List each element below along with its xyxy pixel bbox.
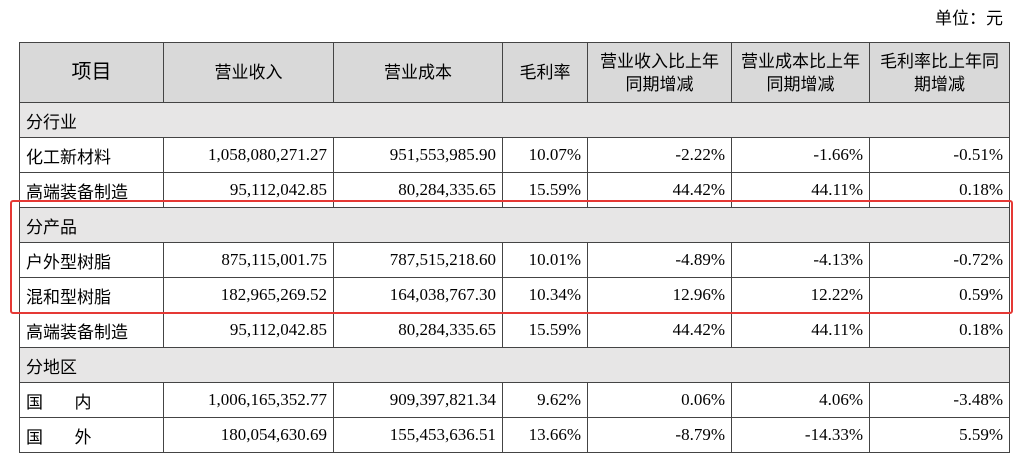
header-cell: 营业成本: [333, 42, 503, 103]
header-cell: 营业收入比上年同期增减: [587, 42, 732, 103]
value-cell: 1,058,080,271.27: [163, 137, 334, 173]
value-cell: 10.01%: [502, 242, 588, 278]
value-cell: 787,515,218.60: [333, 242, 503, 278]
header-cell: 毛利率: [502, 42, 588, 103]
header-row: 项目 营业收入 营业成本 毛利率 营业收入比上年同期增减 营业成本比上年同期增减 毛利率比上…: [19, 42, 1010, 103]
section-cell: 分地区: [19, 347, 1010, 383]
row-label: 化工新材料: [19, 137, 164, 173]
table-row: 混和型树脂 182,965,269.52 164,038,767.30 10.34% 1…: [19, 277, 1010, 313]
table-row: 化工新材料 1,058,080,271.27 951,553,985.90 10.07…: [19, 137, 1010, 173]
header-cell: 营业成本比上年同期增减: [731, 42, 870, 103]
row-label: 高端装备制造: [19, 172, 164, 208]
table-row: 高端装备制造 95,112,042.85 80,284,335.65 15.59% 44…: [19, 312, 1010, 348]
value-cell: 180,054,630.69: [163, 417, 334, 453]
value-cell: 5.59%: [869, 417, 1010, 453]
value-cell: 44.11%: [731, 172, 870, 208]
value-cell: 80,284,335.65: [333, 312, 503, 348]
value-cell: 164,038,767.30: [333, 277, 503, 313]
header-cell: 毛利率比上年同期增减: [869, 42, 1010, 103]
value-cell: 951,553,985.90: [333, 137, 503, 173]
table-row: 分产品: [19, 207, 1010, 243]
value-cell: 80,284,335.65: [333, 172, 503, 208]
value-cell: 10.34%: [502, 277, 588, 313]
unit-label: 单位：元: [935, 9, 1003, 28]
row-label: 高端装备制造: [19, 312, 164, 348]
table-body: 分行业 化工新材料 1,058,080,271.27 951,553,985.90 10…: [19, 102, 1010, 453]
value-cell: 182,965,269.52: [163, 277, 334, 313]
value-cell: 95,112,042.85: [163, 312, 334, 348]
value-cell: 1,006,165,352.77: [163, 382, 334, 418]
value-cell: 875,115,001.75: [163, 242, 334, 278]
section-cell: 分行业: [19, 102, 1010, 138]
value-cell: -4.89%: [587, 242, 732, 278]
section-cell: 分产品: [19, 207, 1010, 243]
value-cell: 15.59%: [502, 312, 588, 348]
value-cell: 12.96%: [587, 277, 732, 313]
value-cell: 0.18%: [869, 312, 1010, 348]
value-cell: -3.48%: [869, 382, 1010, 418]
value-cell: 44.11%: [731, 312, 870, 348]
table-row: 国 内 1,006,165,352.77 909,397,821.34 9.62% 0.…: [19, 382, 1010, 418]
table-row: 分地区: [19, 347, 1010, 383]
row-label: 国 外: [19, 417, 164, 453]
value-cell: -4.13%: [731, 242, 870, 278]
value-cell: 0.06%: [587, 382, 732, 418]
table-row: 国 外 180,054,630.69 155,453,636.51 13.66% -8.…: [19, 417, 1010, 453]
value-cell: 10.07%: [502, 137, 588, 173]
value-cell: 155,453,636.51: [333, 417, 503, 453]
row-label: 国 内: [19, 382, 164, 418]
value-cell: -14.33%: [731, 417, 870, 453]
value-cell: 9.62%: [502, 382, 588, 418]
value-cell: 44.42%: [587, 172, 732, 208]
table: 项目 营业收入 营业成本 毛利率 营业收入比上年同期增减 营业成本比上年同期增减 毛利率比上…: [19, 42, 1010, 453]
value-cell: -0.51%: [869, 137, 1010, 173]
value-cell: 13.66%: [502, 417, 588, 453]
value-cell: -1.66%: [731, 137, 870, 173]
value-cell: 95,112,042.85: [163, 172, 334, 208]
header-cell: 项目: [19, 42, 164, 103]
value-cell: 0.59%: [869, 277, 1010, 313]
value-cell: 12.22%: [731, 277, 870, 313]
value-cell: -2.22%: [587, 137, 732, 173]
table-row: 高端装备制造 95,112,042.85 80,284,335.65 15.59% 44…: [19, 172, 1010, 208]
header-cell: 营业收入: [163, 42, 334, 103]
table-row: 分行业: [19, 102, 1010, 138]
row-label: 混和型树脂: [19, 277, 164, 313]
row-label: 户外型树脂: [19, 242, 164, 278]
value-cell: 44.42%: [587, 312, 732, 348]
value-cell: 909,397,821.34: [333, 382, 503, 418]
value-cell: -0.72%: [869, 242, 1010, 278]
value-cell: -8.79%: [587, 417, 732, 453]
value-cell: 0.18%: [869, 172, 1010, 208]
value-cell: 15.59%: [502, 172, 588, 208]
table-row: 户外型树脂 875,115,001.75 787,515,218.60 10.01% -…: [19, 242, 1010, 278]
value-cell: 4.06%: [731, 382, 870, 418]
